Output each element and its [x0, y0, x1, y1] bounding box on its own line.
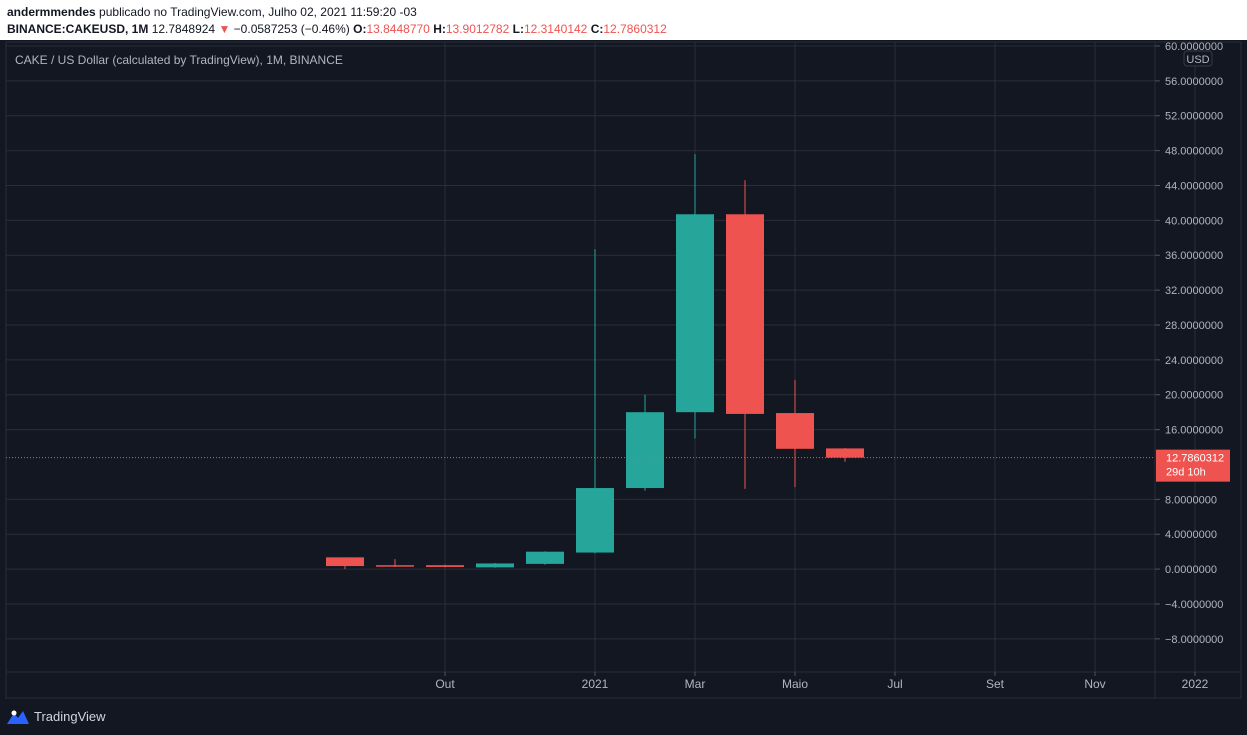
- candle: [376, 559, 414, 567]
- candle: [776, 379, 814, 488]
- grid-lines: [6, 42, 1196, 672]
- price-tick-label: −8.0000000: [1165, 634, 1223, 646]
- published-text: publicado no TradingView.com, Julho 02, …: [99, 5, 417, 19]
- low-label: L:: [512, 22, 524, 36]
- candle-body: [426, 565, 464, 567]
- symbol-label: BINANCE:CAKEUSD, 1M: [7, 22, 149, 36]
- change-value: −0.0587253 (−0.46%): [233, 22, 350, 36]
- price-tick-label: 48.0000000: [1165, 146, 1223, 158]
- price-axis[interactable]: 60.0000000 56.0000000 52.0000000 48.0000000…: [1155, 41, 1223, 646]
- price-tick-label: 44.0000000: [1165, 180, 1223, 192]
- price-tick-label: 0.0000000: [1165, 564, 1217, 576]
- open-label: O:: [353, 22, 367, 36]
- publish-info: andermmendes publicado no TradingView.co…: [7, 5, 417, 19]
- time-tick-label: Out: [435, 677, 455, 691]
- high-value: 13.9012782: [445, 22, 510, 36]
- brand-label[interactable]: TradingView: [34, 709, 106, 724]
- candle-body: [626, 412, 664, 489]
- close-label: C:: [590, 22, 604, 36]
- footer: TradingView: [0, 700, 1247, 735]
- candle-body: [326, 557, 364, 567]
- down-arrow-icon: ▼: [218, 22, 231, 36]
- tradingview-logo-icon[interactable]: [6, 709, 30, 725]
- price-tick-label: 24.0000000: [1165, 355, 1223, 367]
- price-tick-label: 52.0000000: [1165, 111, 1223, 123]
- last-price-label: 12.7860312: [1166, 453, 1224, 465]
- price-tick-label: 40.0000000: [1165, 215, 1223, 227]
- candle: [426, 564, 464, 568]
- time-tick-label: Mar: [685, 677, 706, 691]
- candle-body: [526, 551, 564, 564]
- price-tick-label: 16.0000000: [1165, 425, 1223, 437]
- price-tick-label: 56.0000000: [1165, 76, 1223, 88]
- candles: [326, 154, 864, 570]
- candle: [476, 563, 514, 568]
- close-value: 12.7860312: [603, 22, 667, 36]
- candle: [526, 551, 564, 565]
- last-price-tag: 12.7860312 29d 10h: [1156, 449, 1230, 482]
- time-tick-label: 2021: [582, 677, 609, 691]
- candle: [576, 249, 614, 554]
- countdown-label: 29d 10h: [1166, 467, 1206, 479]
- candle-body: [776, 413, 814, 449]
- price-tick-label: 36.0000000: [1165, 250, 1223, 262]
- candlestick-chart[interactable]: 60.0000000 56.0000000 52.0000000 48.0000000…: [0, 40, 1247, 700]
- chart-header: andermmendes publicado no TradingView.co…: [0, 0, 1247, 40]
- price-tick-label: −4.0000000: [1165, 599, 1223, 611]
- time-tick-label: Nov: [1084, 677, 1105, 691]
- publisher-name[interactable]: andermmendes: [7, 5, 96, 19]
- price-tick-label: 20.0000000: [1165, 390, 1223, 402]
- price-tick-label: 28.0000000: [1165, 320, 1223, 332]
- low-value: 12.3140142: [523, 22, 588, 36]
- time-tick-label: Set: [986, 677, 1005, 691]
- time-axis[interactable]: Out 2021 Mar Maio Jul Set Nov 2022: [435, 672, 1209, 691]
- candle-body: [376, 565, 414, 567]
- time-tick-label: Maio: [782, 677, 808, 691]
- currency-badge[interactable]: [1183, 50, 1213, 67]
- chart-title: CAKE / US Dollar (calculated by TradingV…: [15, 53, 343, 67]
- price-tick-label: 4.0000000: [1165, 529, 1217, 541]
- currency-label: USD: [1186, 54, 1209, 66]
- ohlc-legend: BINANCE:CAKEUSD, 1M 12.7848924 ▼ −0.0587…: [7, 22, 667, 36]
- candle-body: [676, 214, 714, 413]
- chart-border: [5, 41, 1242, 699]
- price-tick-label: 32.0000000: [1165, 285, 1223, 297]
- candle-body: [726, 214, 764, 414]
- time-tick-label: 2022: [1182, 677, 1209, 691]
- candle-body: [476, 563, 514, 568]
- price-tick-label: 8.0000000: [1165, 494, 1217, 506]
- last-price: 12.7848924: [151, 22, 216, 36]
- time-tick-label: Jul: [887, 677, 902, 691]
- candle: [326, 557, 364, 570]
- price-tick-label: 60.0000000: [1165, 41, 1223, 53]
- chart-frame: 60.0000000 56.0000000 52.0000000 48.0000000…: [0, 40, 1247, 700]
- candle: [726, 180, 764, 489]
- candle-body: [826, 448, 864, 458]
- high-label: H:: [433, 22, 446, 36]
- candle: [626, 394, 664, 491]
- candle: [676, 154, 714, 439]
- open-value: 13.8448770: [366, 22, 430, 36]
- candle: [826, 447, 864, 462]
- candle-body: [576, 488, 614, 553]
